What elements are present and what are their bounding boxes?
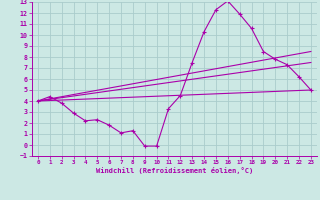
X-axis label: Windchill (Refroidissement éolien,°C): Windchill (Refroidissement éolien,°C) (96, 167, 253, 174)
